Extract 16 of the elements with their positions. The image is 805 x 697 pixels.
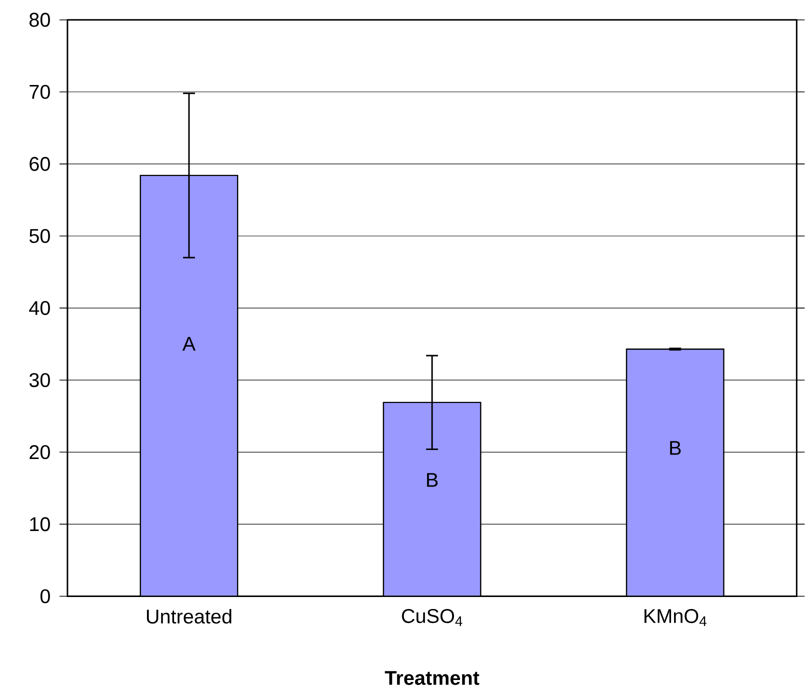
y-tick-label: 20 — [30, 444, 50, 459]
y-tick-label: 0 — [40, 589, 50, 604]
y-tick-label: 60 — [30, 156, 50, 171]
x-tick-label: KMnO$_{4}$ — [644, 608, 706, 626]
annotation: A — [182, 336, 196, 350]
annotation: B — [670, 440, 681, 455]
y-tick-label: 50 — [29, 228, 50, 243]
x-tick-label: CuSO$_{4}$ — [402, 608, 462, 626]
y-tick-label: 70 — [30, 84, 50, 99]
y-tick-label: 40 — [29, 300, 50, 315]
y-tick-label: 30 — [29, 372, 50, 387]
annotation: B — [427, 472, 438, 487]
x-axis-title: Treatment — [384, 670, 480, 685]
y-tick-label: 80 — [30, 12, 50, 27]
x-tick-label: Untreated — [146, 608, 232, 624]
y-tick-label: 10 — [30, 516, 50, 532]
